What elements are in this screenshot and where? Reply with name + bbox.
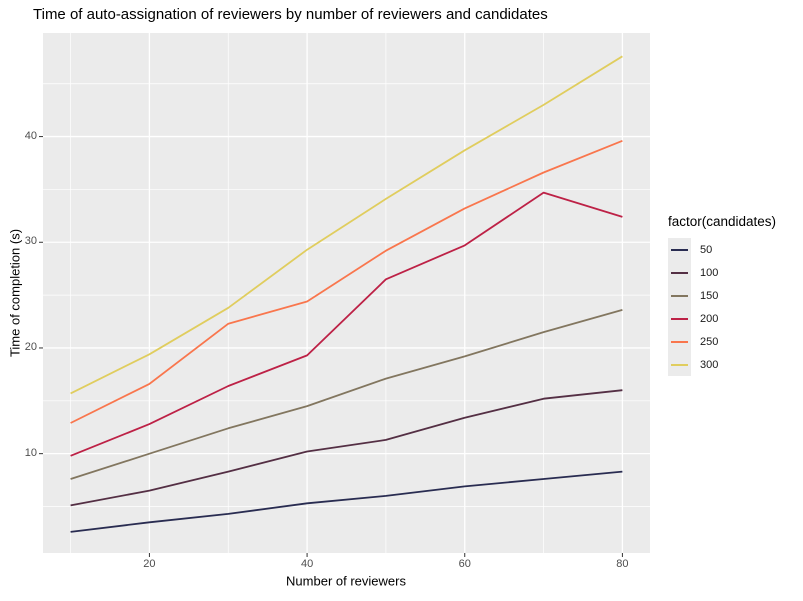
legend-line-icon — [671, 294, 688, 297]
legend-line-icon — [671, 317, 688, 320]
legend-item-200: 200 — [668, 307, 776, 330]
legend-line-icon — [671, 248, 688, 251]
legend-title: factor(candidates) — [668, 214, 777, 229]
y-tick-label: 20 — [24, 340, 37, 353]
y-axis-title: Time of completion (s) — [7, 228, 23, 358]
series-line-100 — [70, 389, 623, 507]
x-tick-label: 60 — [458, 558, 471, 570]
panel-background — [43, 33, 650, 553]
legend-key-swatch — [668, 307, 691, 330]
legend-line-icon — [671, 363, 688, 366]
legend-items: 50 100 150 200 250 300 — [668, 238, 776, 376]
legend-label: 300 — [700, 358, 719, 371]
legend-key-swatch — [668, 238, 691, 261]
series-line-300 — [70, 55, 623, 395]
y-tick-label: 30 — [24, 235, 37, 248]
legend: factor(candidates) 50 100 150 200 250 300 — [668, 214, 776, 376]
legend-key-swatch — [668, 261, 691, 284]
x-tick-label: 80 — [616, 558, 629, 570]
legend-item-50: 50 — [668, 238, 776, 261]
series-line-250 — [70, 139, 623, 424]
legend-key-swatch — [668, 284, 691, 307]
legend-item-100: 100 — [668, 261, 776, 284]
legend-line-icon — [671, 271, 688, 274]
legend-label: 200 — [700, 312, 719, 325]
legend-label: 100 — [700, 266, 719, 279]
x-tick-label: 40 — [300, 558, 314, 570]
legend-label: 150 — [700, 289, 719, 302]
legend-key-swatch — [668, 330, 691, 353]
legend-label: 50 — [700, 243, 713, 256]
legend-item-300: 300 — [668, 353, 776, 376]
legend-label: 250 — [700, 335, 719, 348]
series-line-150 — [70, 309, 623, 480]
series-line-50 — [70, 470, 623, 533]
legend-line-icon — [671, 340, 688, 343]
x-tick-label: 20 — [143, 558, 156, 570]
legend-key-swatch — [668, 353, 691, 376]
y-tick-label: 10 — [24, 446, 37, 459]
series-line-200 — [70, 191, 623, 457]
chart-title: Time of auto-assignation of reviewers by… — [33, 6, 548, 23]
legend-item-250: 250 — [668, 330, 776, 353]
y-tick-label: 40 — [24, 129, 37, 142]
legend-item-150: 150 — [668, 284, 776, 307]
x-axis-title: Number of reviewers — [286, 573, 406, 589]
